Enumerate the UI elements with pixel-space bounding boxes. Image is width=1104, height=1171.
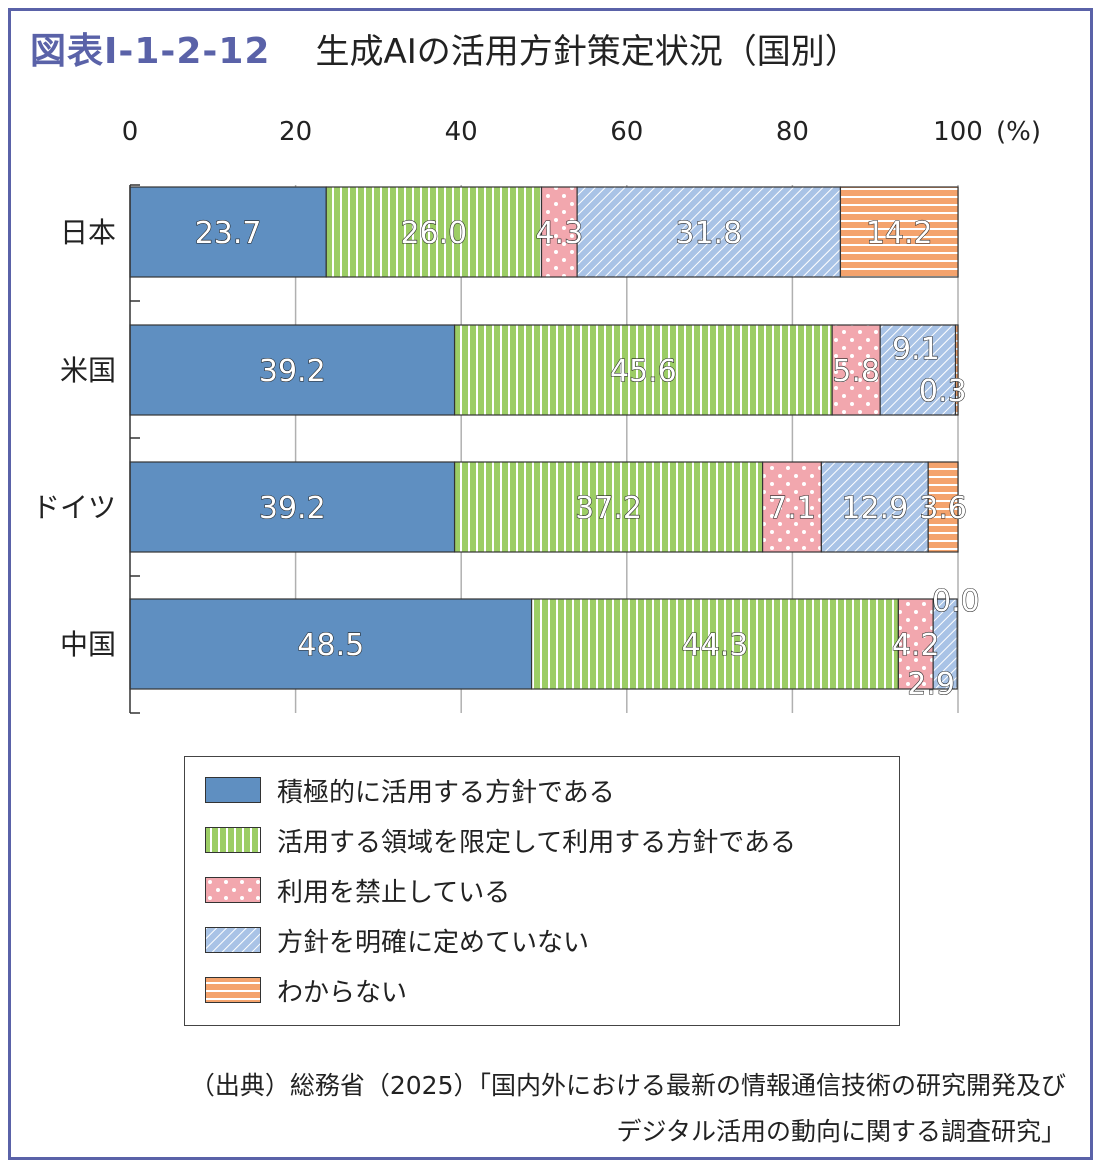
bar-segment-limited (453, 461, 764, 553)
bar-segment-active (129, 186, 327, 278)
bar-segment-unknown (839, 186, 959, 278)
data-label: 5.8 (832, 354, 880, 389)
swatch-pattern (206, 978, 260, 1002)
bar-segment-limited (530, 598, 899, 690)
swatch-pattern (206, 778, 260, 802)
bar-segment-undefined (932, 598, 958, 690)
bar-segment-undefined (576, 186, 842, 278)
figure-header: 図表Ⅰ-1-2-12 生成AIの活用方針策定状況（国別） (30, 22, 859, 82)
x-tick-label: 20 (279, 117, 312, 147)
x-unit-label: (%) (996, 117, 1041, 147)
category-label: 中国 (60, 628, 116, 661)
legend-label: わからない (277, 977, 408, 1008)
bar-segment-prohibited (831, 324, 881, 416)
category-label: 米国 (60, 354, 116, 387)
figure-number: 図表Ⅰ-1-2-12 (30, 31, 271, 72)
bar-segment-prohibited (540, 186, 578, 278)
data-label: 9.1 (892, 332, 940, 367)
swatch-pattern (206, 928, 260, 952)
legend-item-unknown: わからない (205, 970, 407, 1010)
data-label: 2.9 (907, 667, 955, 702)
x-tick-label: 40 (445, 117, 478, 147)
data-label: 4.3 (535, 216, 583, 251)
swatch-pattern (206, 828, 260, 852)
data-label: 0.0 (932, 584, 980, 619)
bar-segment-unknown (927, 461, 959, 553)
source-line-2: デジタル活用の動向に関する調査研究」 (616, 1117, 1066, 1146)
figure-title: 生成AIの活用方針策定状況（国別） (315, 32, 859, 72)
legend-swatch-active (205, 777, 261, 803)
legend-label: 積極的に活用する方針である (277, 777, 615, 808)
bar-segment-undefined (820, 461, 929, 553)
data-label: 0.3 (919, 374, 967, 409)
category-label: ドイツ (32, 491, 116, 524)
category-label: 日本 (60, 216, 116, 249)
data-label: 44.3 (682, 628, 749, 663)
x-tick-label: 0 (122, 117, 139, 147)
x-tick-label: 80 (776, 117, 809, 147)
bars (129, 186, 959, 690)
legend-item-active: 積極的に活用する方針である (205, 770, 615, 810)
bar-segment-prohibited (897, 598, 934, 690)
bar-segment-active (129, 598, 533, 690)
legend-swatch-undefined (205, 927, 261, 953)
legend-label: 活用する領域を限定して利用する方針である (277, 827, 796, 858)
legend-item-prohibited: 利用を禁止している (205, 870, 510, 910)
swatch-pattern (206, 878, 260, 902)
data-label: 14.2 (866, 216, 933, 251)
data-label: 3.6 (919, 491, 967, 526)
bar-segment-limited (325, 186, 543, 278)
legend-item-undefined: 方針を明確に定めていない (205, 920, 589, 960)
legend-swatch-prohibited (205, 877, 261, 903)
data-label: 7.1 (768, 491, 816, 526)
x-tick-label: 60 (610, 117, 643, 147)
legend-swatch-limited (205, 827, 261, 853)
bar-segment-unknown (954, 324, 959, 416)
data-label: 23.7 (195, 216, 262, 251)
legend: 積極的に活用する方針である 活用する領域を限定して利用する方針である 利用を禁止… (184, 756, 900, 1026)
x-tick-label: 100 (933, 117, 983, 147)
bar-segment-active (129, 324, 456, 416)
bar-segment-undefined (879, 324, 957, 416)
data-label: 39.2 (259, 354, 326, 389)
legend-item-limited: 活用する領域を限定して利用する方針である (205, 820, 796, 860)
legend-label: 方針を明確に定めていない (277, 927, 590, 958)
bar-segment-active (129, 461, 456, 553)
data-label: 26.0 (400, 216, 467, 251)
data-label: 12.9 (841, 491, 908, 526)
data-label: 4.2 (892, 628, 940, 663)
data-label: 39.2 (259, 491, 326, 526)
data-labels: 23.7 26.0 4.3 31.8 14.2 39.2 45.6 5.8 9.1 0.3 39.2… (194, 215, 980, 702)
data-label: 37.2 (575, 491, 642, 526)
source-line-1: （出典）総務省（2025）「国内外における最新の情報通信技術の研究開発及び (189, 1071, 1066, 1100)
legend-swatch-unknown (205, 977, 261, 1003)
legend-label: 利用を禁止している (277, 877, 511, 908)
data-label: 31.8 (675, 216, 742, 251)
data-label: 48.5 (297, 628, 364, 663)
data-label: 45.6 (610, 354, 677, 389)
